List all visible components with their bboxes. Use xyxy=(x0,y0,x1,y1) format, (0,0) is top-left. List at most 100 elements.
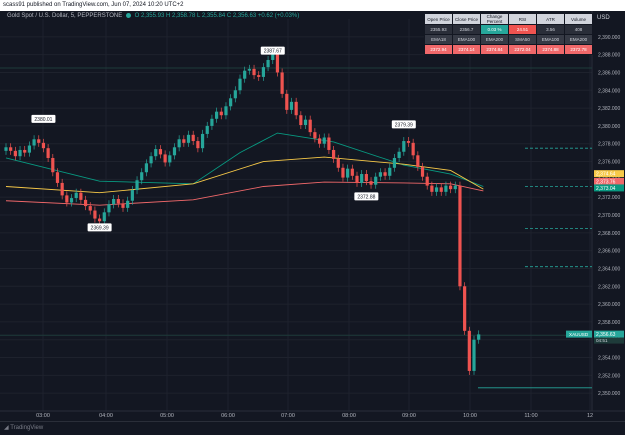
stat-value: 2355.93 xyxy=(424,24,453,35)
y-tick-label: 2,352.000 xyxy=(598,373,620,379)
y-tick-label: 2,390.000 xyxy=(598,35,620,41)
ema-header: SMA50 xyxy=(508,34,537,45)
candle-body xyxy=(308,119,312,133)
y-tick-label: 2,358.000 xyxy=(598,320,620,326)
callout-label: 2369.39 xyxy=(91,225,109,231)
candle-body xyxy=(233,90,237,99)
candle-body xyxy=(149,156,153,164)
price-badge xyxy=(594,330,624,338)
candle-body xyxy=(200,133,205,149)
candle-body xyxy=(107,204,111,213)
candle-body xyxy=(41,142,46,149)
grid-lines xyxy=(0,19,592,411)
candle-body xyxy=(83,199,88,207)
candle-body xyxy=(229,98,233,107)
candle-body xyxy=(383,172,387,176)
countdown-badge xyxy=(594,337,624,344)
footer-bar: ◢ TradingView xyxy=(0,421,625,435)
candle-body xyxy=(477,334,481,340)
candle-body xyxy=(196,141,200,149)
candle-body xyxy=(397,151,401,158)
candle-body xyxy=(322,137,326,144)
candle-body xyxy=(406,141,411,143)
candle-body xyxy=(369,181,373,185)
candle-body xyxy=(51,157,55,173)
candle-body xyxy=(191,134,195,142)
candle-body xyxy=(79,192,83,200)
stats-table: Open Price Close Price Change Percent RS… xyxy=(424,13,593,55)
candle-body xyxy=(247,68,251,71)
y-tick-label: 2,370.000 xyxy=(598,213,620,219)
y-tick-label: 2,364.000 xyxy=(598,266,620,272)
candle-body xyxy=(37,139,41,143)
candle-body xyxy=(430,185,434,192)
candle-body xyxy=(374,176,378,185)
candle-body xyxy=(172,147,177,156)
ema-header: EMA18 xyxy=(424,34,453,45)
candle-body xyxy=(266,59,270,68)
candle-body xyxy=(299,115,303,126)
x-tick-label: 07:00 xyxy=(281,413,295,419)
candle-body xyxy=(144,163,148,173)
ema-header: EMA100 xyxy=(536,34,565,45)
price-badge-label: 2,373.04 xyxy=(596,186,616,192)
candle-body xyxy=(9,147,13,151)
callout-box xyxy=(391,120,416,129)
candle-body xyxy=(285,93,289,110)
price-badge xyxy=(594,178,624,186)
callout-label: 2387.67 xyxy=(264,49,282,55)
stat-header: ATR xyxy=(536,13,565,25)
y-tick-label: 2,362.000 xyxy=(598,284,620,290)
y-tick-label: 2,388.000 xyxy=(598,53,620,59)
stat-header: Close Price xyxy=(452,13,481,25)
candle-body xyxy=(23,149,27,153)
countdown-label: 04:51 xyxy=(596,338,608,343)
price-chart[interactable]: 2,390.000 2,388.000 2,386.000 2,384.000 2,38… xyxy=(0,11,625,421)
candle-body xyxy=(434,187,439,192)
stat-value: 408 xyxy=(564,24,593,35)
candle-body xyxy=(317,138,322,144)
candle-body xyxy=(4,147,8,151)
candle-body xyxy=(425,176,429,186)
candle-body xyxy=(243,70,247,79)
x-tick-label: 05:00 xyxy=(160,413,174,419)
stat-value: 2356.7 xyxy=(452,24,481,35)
x-tick-label: 03:00 xyxy=(36,413,50,419)
y-tick-label: 2,380.000 xyxy=(598,124,620,130)
candle-body xyxy=(13,150,17,157)
callout-label: 2372.88 xyxy=(357,194,375,200)
candle-body xyxy=(93,210,97,219)
candle-body xyxy=(463,286,467,331)
candle-body xyxy=(303,119,308,126)
x-tick-label: 09:00 xyxy=(402,413,416,419)
symbol-legend: Gold Spot / U.S. Dollar, 5, PEPPERSTONE … xyxy=(7,13,299,19)
x-tick-label: 10:00 xyxy=(463,413,477,419)
y-tick-label: 2,386.000 xyxy=(598,70,620,76)
candle-body xyxy=(112,198,116,205)
ema-header: EMA200 xyxy=(564,34,593,45)
publish-text: scass91 published on TradingView.com, Ju… xyxy=(3,2,184,8)
price-badge xyxy=(594,170,624,178)
candle-body xyxy=(168,155,172,163)
candle-body xyxy=(378,172,382,177)
x-tick-label: 06:00 xyxy=(221,413,235,419)
symbol-name: Gold Spot / U.S. Dollar, 5, PEPPERSTONE xyxy=(7,13,123,20)
price-badge-label: 2,373.76 xyxy=(596,180,616,186)
ema-header: EMA100 xyxy=(452,34,481,45)
candle-body xyxy=(158,149,163,155)
symbol-tag xyxy=(566,330,592,338)
candle-body xyxy=(313,132,317,139)
ohlc-change: +0.62 (+0.03%) xyxy=(257,13,300,20)
callout-box xyxy=(31,114,56,123)
x-tick-label: 08:00 xyxy=(342,413,356,419)
candle-body xyxy=(336,158,340,168)
ema-value: 2372.94 xyxy=(424,44,453,55)
ema-value: 2372.04 xyxy=(508,44,537,55)
candle-body xyxy=(116,198,120,204)
candle-body xyxy=(327,137,331,150)
callout-label: 2380.01 xyxy=(34,117,52,123)
tradingview-logo-icon: ◢ xyxy=(4,425,9,431)
candle-body xyxy=(55,172,60,183)
price-badge xyxy=(594,184,624,192)
ohlc-high: H 2,358.78 xyxy=(166,13,196,20)
